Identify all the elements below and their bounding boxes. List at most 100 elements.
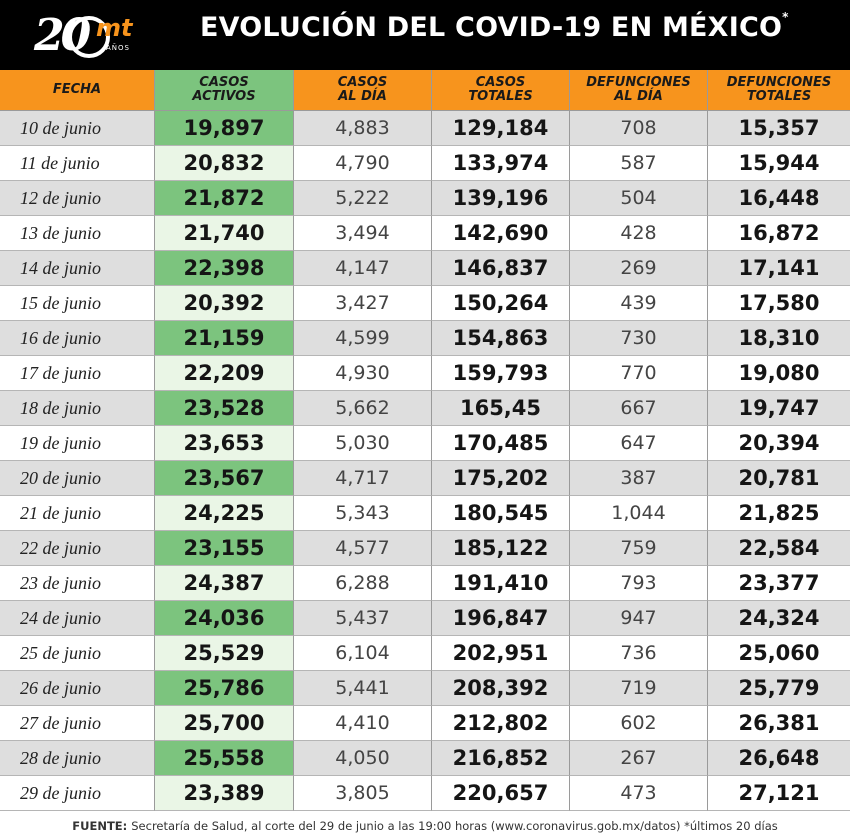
date-cell: 11 de junio — [0, 146, 155, 181]
column-header: FECHA — [0, 70, 155, 111]
daily-deaths-cell: 387 — [570, 461, 708, 496]
table-row: 27 de junio 25,700 4,410 212,802 602 26,381 — [0, 706, 850, 741]
date-cell: 24 de junio — [0, 601, 155, 636]
total-cases-cell: 150,264 — [432, 286, 570, 321]
active-cases-cell: 21,159 — [155, 321, 294, 356]
daily-deaths-cell: 759 — [570, 531, 708, 566]
daily-deaths-cell: 647 — [570, 426, 708, 461]
source-footer: FUENTE: Secretaría de Salud, al corte de… — [0, 811, 850, 840]
daily-cases-cell: 3,494 — [294, 216, 432, 251]
total-deaths-cell: 15,357 — [708, 111, 850, 146]
table-row: 11 de junio 20,832 4,790 133,974 587 15,944 — [0, 146, 850, 181]
total-deaths-cell: 19,747 — [708, 391, 850, 426]
total-deaths-cell: 16,448 — [708, 181, 850, 216]
column-header-line: CASOS — [337, 75, 388, 90]
total-cases-cell: 165,45 — [432, 391, 570, 426]
column-header-line: ACTIVOS — [192, 89, 256, 104]
column-header-line: DEFUNCIONES — [586, 75, 691, 90]
total-cases-cell: 185,122 — [432, 531, 570, 566]
total-deaths-cell: 18,310 — [708, 321, 850, 356]
logo-ring-icon — [68, 16, 110, 58]
date-cell: 15 de junio — [0, 286, 155, 321]
daily-deaths-cell: 793 — [570, 566, 708, 601]
column-header-line: CASOS — [475, 75, 526, 90]
page-title: EVOLUCIÓN DEL COVID-19 EN MÉXICO* — [200, 10, 789, 43]
daily-deaths-cell: 267 — [570, 741, 708, 776]
total-deaths-cell: 23,377 — [708, 566, 850, 601]
column-header-line: TOTALES — [746, 89, 812, 104]
table-row: 18 de junio 23,528 5,662 165,45 667 19,747 — [0, 391, 850, 426]
active-cases-cell: 25,786 — [155, 671, 294, 706]
date-cell: 28 de junio — [0, 741, 155, 776]
column-header-line: DEFUNCIONES — [726, 75, 832, 90]
daily-cases-cell: 4,577 — [294, 531, 432, 566]
active-cases-cell: 24,036 — [155, 601, 294, 636]
date-cell: 26 de junio — [0, 671, 155, 706]
footer-label: FUENTE: — [72, 818, 128, 833]
column-header: CASOS TOTALES — [432, 70, 570, 111]
date-cell: 10 de junio — [0, 111, 155, 146]
daily-cases-cell: 5,343 — [294, 496, 432, 531]
total-cases-cell: 159,793 — [432, 356, 570, 391]
title-text: EVOLUCIÓN DEL COVID-19 EN MÉXICO — [200, 12, 783, 43]
daily-cases-cell: 4,410 — [294, 706, 432, 741]
active-cases-cell: 19,897 — [155, 111, 294, 146]
total-cases-cell: 139,196 — [432, 181, 570, 216]
daily-cases-cell: 3,805 — [294, 776, 432, 811]
date-cell: 12 de junio — [0, 181, 155, 216]
daily-deaths-cell: 770 — [570, 356, 708, 391]
total-deaths-cell: 25,779 — [708, 671, 850, 706]
total-deaths-cell: 24,324 — [708, 601, 850, 636]
logo-brand: mt — [96, 14, 133, 42]
active-cases-cell: 24,387 — [155, 566, 294, 601]
logo-sub: AÑOS — [106, 44, 130, 52]
table-row: 10 de junio 19,897 4,883 129,184 708 15,357 — [0, 111, 850, 146]
table-row: 14 de junio 22,398 4,147 146,837 269 17,141 — [0, 251, 850, 286]
daily-deaths-cell: 602 — [570, 706, 708, 741]
total-cases-cell: 180,545 — [432, 496, 570, 531]
daily-cases-cell: 4,790 — [294, 146, 432, 181]
active-cases-cell: 23,389 — [155, 776, 294, 811]
daily-cases-cell: 5,441 — [294, 671, 432, 706]
total-deaths-cell: 25,060 — [708, 636, 850, 671]
date-cell: 22 de junio — [0, 531, 155, 566]
active-cases-cell: 25,529 — [155, 636, 294, 671]
active-cases-cell: 23,653 — [155, 426, 294, 461]
column-header: CASOS AL DÍA — [294, 70, 432, 111]
date-cell: 21 de junio — [0, 496, 155, 531]
total-cases-cell: 216,852 — [432, 741, 570, 776]
daily-cases-cell: 4,599 — [294, 321, 432, 356]
date-cell: 16 de junio — [0, 321, 155, 356]
daily-cases-cell: 4,717 — [294, 461, 432, 496]
daily-cases-cell: 5,222 — [294, 181, 432, 216]
table-row: 22 de junio 23,155 4,577 185,122 759 22,584 — [0, 531, 850, 566]
daily-deaths-cell: 587 — [570, 146, 708, 181]
daily-deaths-cell: 708 — [570, 111, 708, 146]
date-cell: 17 de junio — [0, 356, 155, 391]
daily-cases-cell: 4,883 — [294, 111, 432, 146]
active-cases-cell: 21,740 — [155, 216, 294, 251]
total-cases-cell: 196,847 — [432, 601, 570, 636]
active-cases-cell: 23,567 — [155, 461, 294, 496]
total-deaths-cell: 16,872 — [708, 216, 850, 251]
active-cases-cell: 21,872 — [155, 181, 294, 216]
daily-cases-cell: 5,662 — [294, 391, 432, 426]
total-cases-cell: 146,837 — [432, 251, 570, 286]
active-cases-cell: 23,528 — [155, 391, 294, 426]
table-row: 13 de junio 21,740 3,494 142,690 428 16,872 — [0, 216, 850, 251]
daily-deaths-cell: 719 — [570, 671, 708, 706]
daily-cases-cell: 4,930 — [294, 356, 432, 391]
total-cases-cell: 133,974 — [432, 146, 570, 181]
title-mark: * — [782, 10, 789, 24]
daily-cases-cell: 3,427 — [294, 286, 432, 321]
daily-deaths-cell: 1,044 — [570, 496, 708, 531]
table-row: 23 de junio 24,387 6,288 191,410 793 23,377 — [0, 566, 850, 601]
total-cases-cell: 208,392 — [432, 671, 570, 706]
table-row: 19 de junio 23,653 5,030 170,485 647 20,394 — [0, 426, 850, 461]
total-cases-cell: 154,863 — [432, 321, 570, 356]
table-row: 17 de junio 22,209 4,930 159,793 770 19,080 — [0, 356, 850, 391]
table-body: 10 de junio 19,897 4,883 129,184 708 15,357 11… — [0, 111, 850, 811]
daily-deaths-cell: 439 — [570, 286, 708, 321]
total-cases-cell: 175,202 — [432, 461, 570, 496]
total-deaths-cell: 26,381 — [708, 706, 850, 741]
